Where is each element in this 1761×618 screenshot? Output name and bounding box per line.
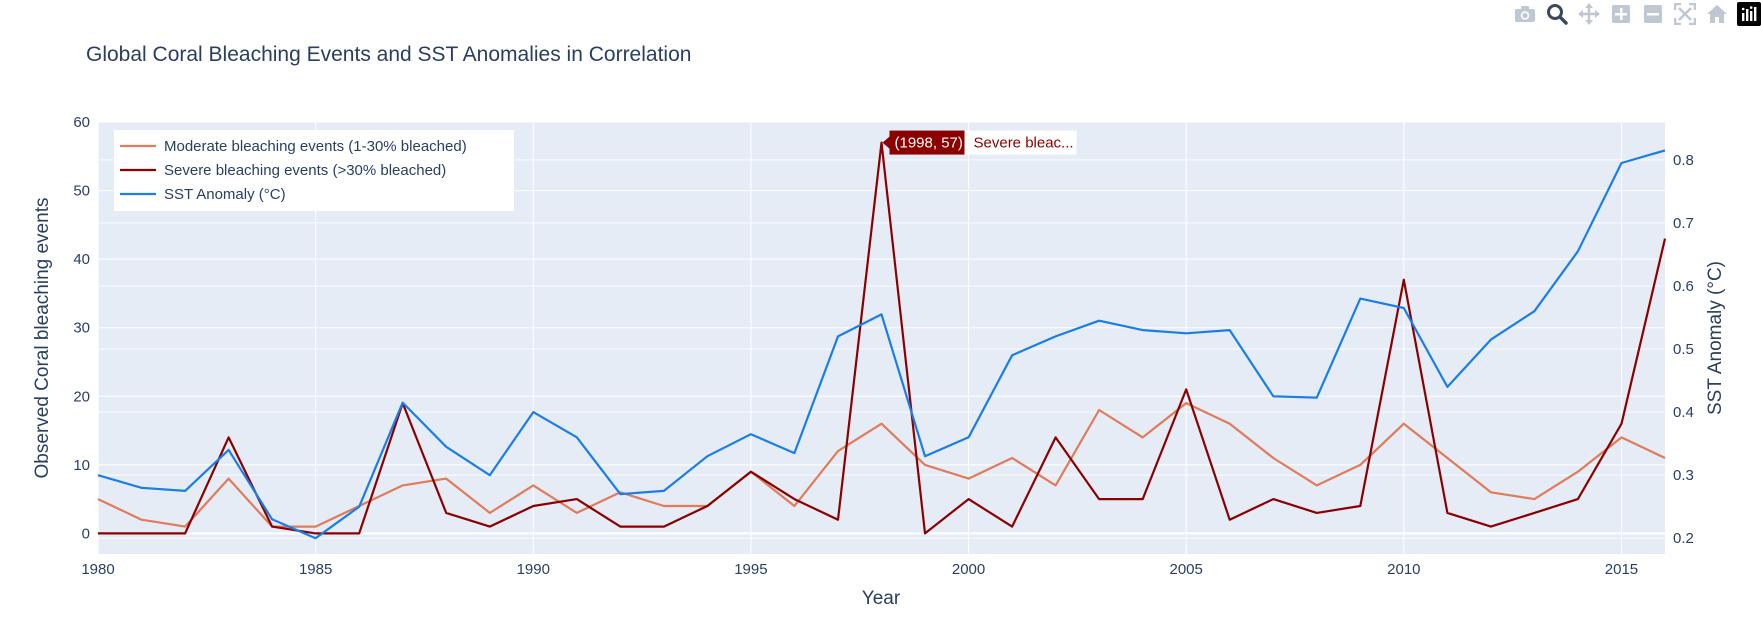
hover-series-name: Severe bleac... — [974, 135, 1074, 152]
axis-tick-labels: 1980 1985 1990 1995 2000 2005 2010 2015 0 10 20 30 4… — [73, 114, 1694, 578]
x-tick-label: 1990 — [517, 561, 550, 578]
legend-item[interactable]: SST Anomaly (°C) — [120, 186, 286, 203]
y2-tick-label: 0.4 — [1673, 404, 1694, 421]
y2-tick-label: 0.7 — [1673, 215, 1694, 232]
zoom-icon[interactable] — [1545, 2, 1569, 26]
severe-bleaching-line[interactable] — [98, 141, 1667, 535]
legend-label: Severe bleaching events (>30% bleached) — [164, 162, 446, 179]
y2-axis-title: SST Anomaly (°C) — [1705, 261, 1726, 415]
y2-tick-label: 0.3 — [1673, 467, 1694, 484]
y2-tick-label: 0.6 — [1673, 278, 1694, 295]
hover-box — [889, 130, 965, 155]
legend-item[interactable]: Moderate bleaching events (1-30% bleache… — [120, 138, 467, 155]
y-axis-title: Observed Coral bleaching events — [32, 198, 53, 479]
pan-icon[interactable] — [1577, 2, 1601, 26]
plotly-logo-icon[interactable] — [1737, 2, 1761, 26]
y2-tick-label: 0.8 — [1673, 152, 1694, 169]
reset-axes-icon[interactable] — [1705, 2, 1729, 26]
zoom-out-icon[interactable] — [1641, 2, 1665, 26]
y-tick-label: 60 — [73, 114, 90, 131]
hover-pointer — [882, 136, 890, 149]
hover-label: (1998, 57) Severe bleac... — [882, 130, 1077, 155]
zoom-in-icon[interactable] — [1609, 2, 1633, 26]
x-tick-label: 1980 — [81, 561, 114, 578]
x-tick-label: 2005 — [1170, 561, 1203, 578]
legend[interactable]: Moderate bleaching events (1-30% bleache… — [114, 130, 514, 211]
x-axis-title: Year — [862, 588, 901, 609]
y-tick-label: 30 — [73, 320, 90, 337]
legend-item[interactable]: Severe bleaching events (>30% bleached) — [120, 162, 446, 179]
y-tick-label: 0 — [82, 525, 90, 542]
hover-value: (1998, 57) — [895, 135, 963, 152]
y-tick-label: 20 — [73, 388, 90, 405]
x-tick-label: 1995 — [734, 561, 767, 578]
x-tick-label: 2010 — [1387, 561, 1420, 578]
y-tick-label: 10 — [73, 457, 90, 474]
y-tick-label: 50 — [73, 183, 90, 200]
hover-name-box — [964, 130, 1077, 155]
legend-box — [114, 130, 514, 211]
legend-label: SST Anomaly (°C) — [164, 186, 286, 203]
x-tick-label: 2015 — [1605, 561, 1638, 578]
x-tick-label: 2000 — [952, 561, 985, 578]
camera-icon[interactable] — [1513, 2, 1537, 26]
y-tick-label: 40 — [73, 251, 90, 268]
y2-tick-label: 0.2 — [1673, 530, 1694, 547]
x-tick-label: 1985 — [299, 561, 332, 578]
legend-label: Moderate bleaching events (1-30% bleache… — [164, 138, 467, 155]
series-layer — [97, 141, 1667, 540]
modebar — [1513, 2, 1761, 26]
sst-anomaly-line[interactable] — [97, 149, 1666, 540]
y2-tick-label: 0.5 — [1673, 341, 1694, 358]
autoscale-icon[interactable] — [1673, 2, 1697, 26]
chart-title: Global Coral Bleaching Events and SST An… — [86, 43, 691, 66]
